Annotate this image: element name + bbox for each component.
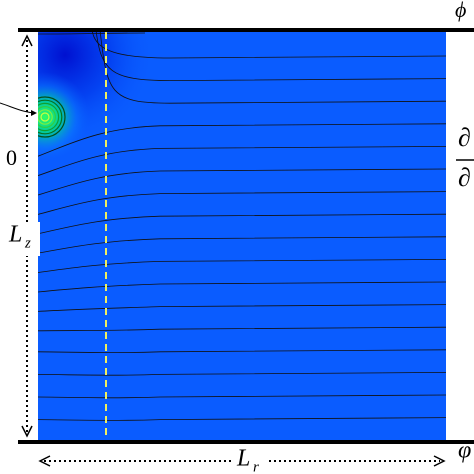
ring (38, 106, 56, 128)
source-pointer (0, 102, 37, 114)
zero-backdrop (4, 148, 20, 172)
width-arrow-heads (38, 455, 446, 467)
width-subscript: r (253, 459, 259, 474)
bottom-right-label: φ (458, 438, 471, 464)
contour (38, 259, 446, 273)
fraction-bottom: ∂ (458, 163, 471, 192)
contour (38, 304, 446, 312)
fraction-top: ∂ (458, 123, 471, 152)
lr-backdrop (232, 448, 268, 474)
contour (38, 123, 446, 157)
lz-backdrop (8, 222, 40, 256)
contours (38, 30, 446, 421)
contour (95, 30, 446, 82)
source-rings (38, 96, 66, 138)
field (38, 30, 446, 421)
contour (38, 236, 446, 254)
contour (99, 30, 446, 104)
source-pointer-head (31, 110, 37, 116)
ring (38, 102, 60, 132)
height-label: L (8, 222, 22, 248)
contour (38, 417, 446, 421)
height-subscript: z (24, 235, 31, 251)
width-label: L (236, 446, 250, 472)
height-arrow-heads (21, 34, 33, 438)
contour (38, 394, 446, 399)
zero-label: 0 (6, 145, 17, 170)
contour (38, 146, 446, 176)
ring (38, 99, 63, 135)
contour (91, 30, 446, 59)
ring (40, 112, 50, 122)
contour (38, 372, 446, 376)
contour (38, 168, 446, 196)
ring (38, 96, 66, 138)
contour (38, 191, 446, 215)
ring (38, 109, 53, 125)
right-margin (446, 32, 474, 440)
contour (38, 281, 446, 293)
contour (38, 326, 446, 332)
top-right-label: ϕ (455, 0, 466, 22)
contour (38, 349, 446, 354)
contour (38, 213, 446, 235)
contour (38, 32, 146, 35)
